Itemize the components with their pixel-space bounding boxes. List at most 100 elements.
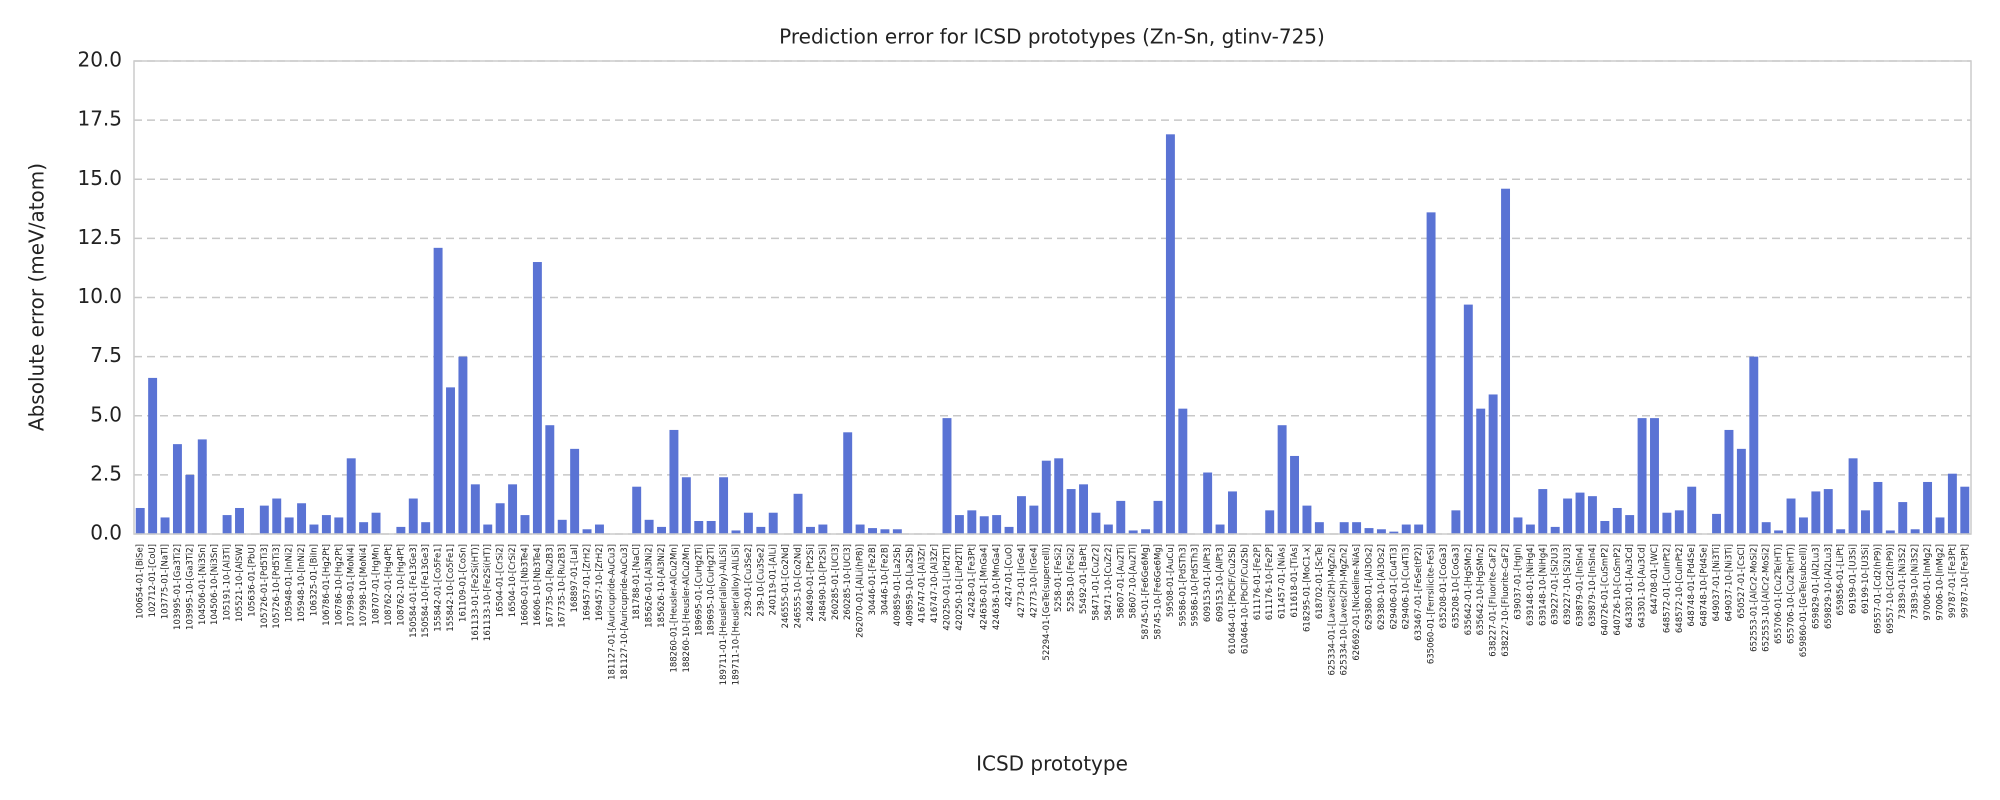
x-tick-label: 649037-10-[Ni3Ti]: [1724, 544, 1734, 621]
x-tick-label: 108762-01-[Hg4Pt]: [384, 544, 394, 626]
x-tick-label: 188260-01-[Heusler-AlCu2Mn]: [669, 544, 679, 673]
bar: [855, 524, 865, 534]
bar: [706, 520, 716, 534]
x-tick-label: 635642-01-[HgSMn2]: [1464, 544, 1474, 635]
x-tick-label: 640726-10-[CuSmP2]: [1613, 544, 1623, 636]
x-tick-label: 652553-01-[AlCr2-MoSi2]: [1749, 544, 1759, 652]
x-tick-label: 420250-10-[LiPd2Tl]: [955, 544, 965, 631]
bar: [1004, 526, 1014, 534]
bar: [1141, 529, 1151, 534]
x-tick-label: 59508-01-[AuCu]: [1166, 544, 1176, 617]
bar: [868, 528, 877, 534]
bar: [1153, 500, 1163, 534]
x-tick-label: 105726-01-[Pd5Ti3]: [260, 544, 270, 629]
bar: [408, 498, 418, 534]
x-tick-label: 611457-01-[NiAs]: [1278, 544, 1288, 619]
x-tick-label: 609153-01-[AlPt3]: [1203, 544, 1213, 622]
x-tick-label: 262070-01-[AlLi(hP8)]: [856, 544, 866, 638]
bar: [756, 526, 766, 534]
bar: [1650, 418, 1659, 534]
bar: [334, 517, 344, 534]
x-tick-label: 638227-01-[Fluorite-CaF2]: [1489, 544, 1499, 657]
bar: [1476, 408, 1486, 534]
bar: [1687, 486, 1697, 534]
bar: [160, 517, 170, 534]
bar: [793, 493, 803, 534]
bar: [1960, 486, 1970, 534]
bar: [719, 477, 729, 534]
bar: [582, 529, 592, 534]
x-tick-label: 169457-10-[ZrH2]: [595, 544, 605, 621]
x-tick-label: 4247-01-[CuO]: [1005, 544, 1015, 607]
x-tick-label: 155842-01-[Co5Fe1]: [434, 544, 444, 632]
x-tick-label: 629380-10-[Al3Os2]: [1377, 544, 1387, 630]
bar: [135, 507, 145, 534]
x-tick-label: 103995-10-[Ga3Ti2]: [185, 544, 195, 630]
x-tick-label: 639879-01-[InSIn4]: [1576, 544, 1586, 627]
x-tick-label: 30446-01-[Fe2B]: [868, 544, 878, 616]
x-tick-label: 409859-10-[La2Sb]: [905, 544, 915, 626]
bar: [669, 429, 679, 534]
bar: [1463, 304, 1473, 534]
x-tick-label: 100654-01-[BiSe]: [136, 544, 146, 619]
bar: [396, 526, 406, 534]
bar: [681, 477, 691, 534]
x-tick-label: 643301-01-[Au3Cd]: [1625, 544, 1635, 628]
bar: [1513, 517, 1523, 534]
x-tick-label: 618702-01-[ScTe]: [1315, 544, 1325, 619]
bar: [1426, 212, 1436, 535]
x-tick-label: 105948-01-[InNi2]: [285, 544, 295, 622]
bar: [1947, 473, 1957, 534]
x-tick-label: 103995-01-[Ga3Ti2]: [173, 544, 183, 630]
x-tick-label: 260285-01-[UCl3]: [831, 544, 841, 620]
bar: [1364, 528, 1374, 534]
x-tick-label: 99787-10-[Fe3Pt]: [1960, 544, 1970, 618]
bar: [470, 484, 480, 534]
x-tick-label: 611176-10-[Fe2P]: [1265, 544, 1275, 620]
bar: [1538, 489, 1548, 534]
x-tick-label: 420250-01-[LiPd2Tl]: [942, 544, 952, 631]
bar: [1935, 517, 1945, 534]
bar: [731, 530, 741, 534]
x-tick-label: 58745-01-[Fe6Ge6Mg]: [1141, 544, 1151, 640]
bar: [1352, 522, 1362, 534]
bar: [1017, 496, 1026, 534]
x-tick-label: 161133-10-[Fe2Si(HT)]: [483, 544, 493, 641]
bar: [843, 432, 853, 534]
x-tick-label: 609153-10-[AlPt3]: [1216, 544, 1226, 622]
x-tick-label: 58471-10-[CuZr2]: [1104, 544, 1114, 621]
x-tick-label: 248490-10-[Pt2Si]: [818, 544, 828, 622]
x-tick-label: 635208-01-[CoGa3]: [1439, 544, 1449, 628]
x-tick-label: 655706-01-[Cu2Te(HT)]: [1774, 544, 1784, 644]
bar: [1674, 510, 1684, 534]
x-tick-label: 102712-01-[CoU]: [148, 544, 158, 617]
x-tick-label: 639227-10-[Si2U3]: [1563, 544, 1573, 625]
x-tick-label: 168897-01-[LaI]: [570, 544, 580, 612]
bar: [1885, 530, 1895, 534]
x-tick-label: 409859-01-[La2Sb]: [893, 544, 903, 626]
x-tick-label: 108762-10-[Hg4Pt]: [396, 544, 406, 626]
bar: [359, 522, 369, 534]
x-tick-label: 58607-01-[Au2Ti]: [1116, 544, 1126, 619]
bar: [1724, 429, 1734, 534]
x-tick-label: 58607-10-[Au2Ti]: [1129, 544, 1139, 619]
bar: [1848, 458, 1858, 534]
x-tick-label: 625334-01-[Laves(2H)-MgZn2]: [1327, 544, 1337, 676]
x-tick-label: 424636-01-[MnGa4]: [980, 544, 990, 630]
bar: [1910, 529, 1920, 534]
x-tick-label: 69557-01-[Cd2(hP9)]: [1873, 544, 1883, 634]
bar: [1898, 502, 1908, 534]
bar: [545, 425, 555, 534]
x-tick-label: 5258-01-[FeSi2]: [1054, 544, 1064, 612]
x-tick-label: 99787-01-[Fe3Pt]: [1948, 544, 1958, 618]
x-tick-label: 108707-01-[HgMn]: [372, 544, 382, 625]
x-tick-label: 16504-10-[CrSi2]: [508, 544, 518, 617]
bar: [1786, 498, 1796, 534]
x-tick-label: 167735-01-[Ru2B3]: [545, 544, 555, 628]
x-tick-label: 260285-10-[UCl3]: [843, 544, 853, 620]
x-tick-label: 42773-01-[IrGe4]: [1017, 544, 1027, 618]
x-tick-label: 5258-10-[FeSi2]: [1067, 544, 1077, 612]
x-tick-label: 635208-10-[CoGa3]: [1451, 544, 1461, 628]
x-tick-label: 246555-10-[Co2Nd]: [794, 544, 804, 628]
